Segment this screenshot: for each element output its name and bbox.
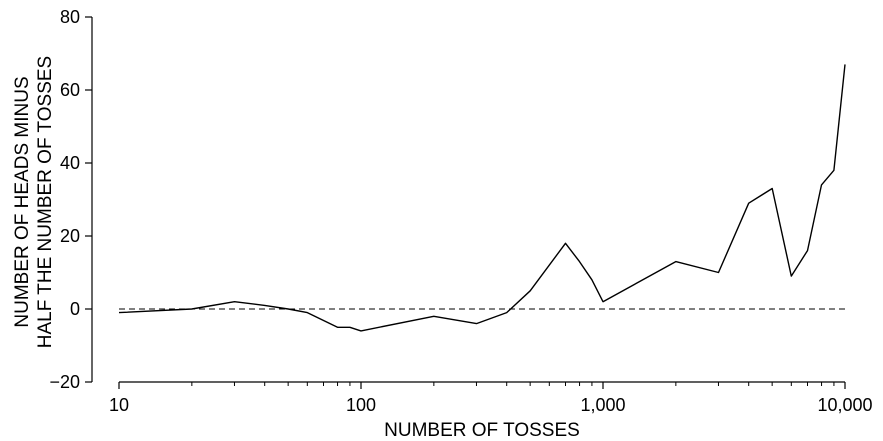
series — [118, 64, 846, 332]
y-tick-label: 40 — [60, 153, 80, 173]
x-tick-label: 10 — [109, 395, 129, 415]
series-line — [118, 64, 846, 332]
x-tick-label: 10,000 — [817, 395, 872, 415]
y-tick-label: −20 — [49, 372, 80, 392]
y-tick-label: 60 — [60, 80, 80, 100]
y-axis-label-line-2: HALF THE NUMBER OF TOSSES — [35, 56, 56, 348]
x-tick-label: 1,000 — [580, 395, 625, 415]
y-axis-label-line-1: NUMBER OF HEADS MINUS — [12, 76, 33, 327]
y-axis: −20 0 20 40 60 80 — [49, 7, 93, 392]
y-tick-label: 0 — [70, 299, 80, 319]
x-axis-label: NUMBER OF TOSSES — [384, 420, 580, 441]
x-axis: 10 100 1,000 10,000 — [109, 381, 873, 415]
y-tick-label: 80 — [60, 7, 80, 27]
x-tick-label: 100 — [346, 395, 376, 415]
y-tick-label: 20 — [60, 226, 80, 246]
